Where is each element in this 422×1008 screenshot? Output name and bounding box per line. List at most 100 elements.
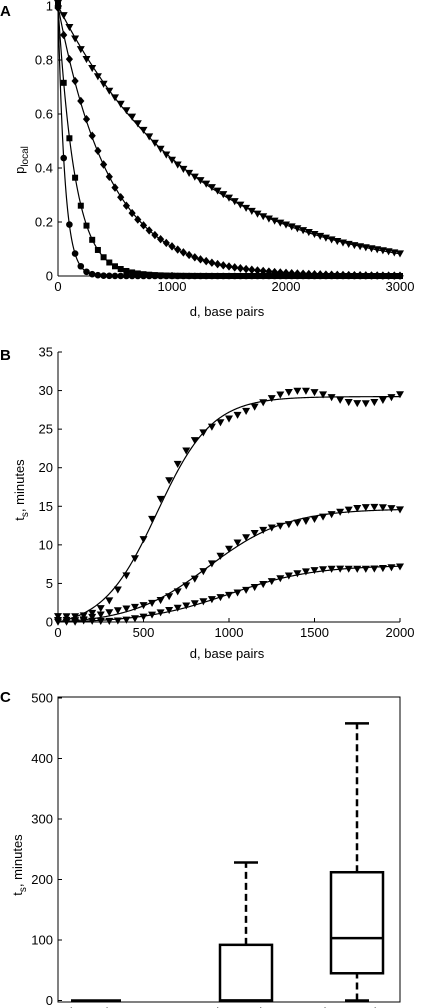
panel-a-data-point [271,267,279,277]
panel-a-data-point [82,56,91,64]
panel-a-data-point [156,145,165,153]
panel-a-data-point [254,272,261,279]
panel-b-data-point [233,589,242,597]
panel-a-data-point [76,46,85,54]
panel-a: A 0 1000 2000 3000 0 0.2 0.4 0.6 0.8 1 d, base pa… [0,0,414,319]
panel-c-y-tick-label: 500 [31,691,53,706]
panel-b-data-point [139,536,148,544]
panel-a-data-point [385,271,393,280]
panel-b-data-point [139,602,148,610]
panel-b-data-point [336,396,345,404]
panel-b-data-point [79,612,88,620]
panel-b-data-point [225,591,233,599]
panel-a-data-point [111,272,119,280]
panel-a-data-point [168,156,176,164]
panel-a-y-tick-label: 0.4 [35,161,53,176]
panel-a-data-point [174,272,181,279]
panel-a-data-point [169,272,175,279]
panel-a-data-point [231,272,238,279]
panel-a-data-point [333,270,341,280]
panel-b-y-tick-label: 35 [39,345,53,360]
panel-a-data-point [361,244,370,252]
panel-b-data-point [199,598,208,606]
panel-c-y-tick-label: 400 [31,751,53,766]
panel-a-data-point [145,226,153,235]
panel-b-data-point [199,568,208,576]
panel-a-data-point [378,247,387,255]
panel-b-data-point [267,524,276,532]
panel-a-data-point [139,221,148,230]
panel-a-data-point [202,180,211,188]
panel-a-data-point [202,256,210,266]
panel-a-data-point [248,272,255,279]
panel-b-data-point [276,391,285,399]
panel-a-data-point [225,262,233,271]
panel-a-data-point [128,208,136,218]
panel-b-data-point [344,565,353,573]
panel-c-box-1-category-label: d = 50 bps [65,1005,127,1008]
panel-a-data-point [111,183,119,192]
panel-a-data-point [322,270,330,279]
panel-a-data-point [265,267,273,276]
panel-a-data-point [106,272,113,280]
panel-b-data-point [54,616,62,625]
panel-b-data-point [370,565,379,573]
panel-b-data-point [361,400,370,408]
panel-b-data-point [113,617,122,625]
panel-a-data-point [60,30,68,40]
panel-a-data-point [345,270,353,280]
panel-a-data-point [59,12,68,20]
panel-a-data-point [282,221,290,229]
panel-a-data-point [186,272,193,279]
panel-c-y-tick-label: 300 [31,812,53,827]
panel-b-data-point [267,578,276,586]
panel-a-data-point [270,217,279,225]
panel-b-data-point [88,613,97,621]
panel-a-plot-area: 0 1000 2000 3000 0 0.2 0.4 0.6 0.8 1 [35,0,415,294]
panel-b-data-point [105,609,114,617]
panel-a-data-point [213,187,222,195]
panel-b-data-point [327,565,336,573]
panel-a-data-point [242,264,250,274]
panel-b-data-point [105,597,114,605]
panel-a-data-point [214,259,222,269]
panel-b-data-point [396,506,404,514]
panel-a-data-point [316,232,325,240]
panel-b-data-point [378,565,387,573]
panel-b-y-axis-label: ts, minutes [12,459,31,521]
panel-b-data-point [156,609,165,617]
panel-a-data-point [105,172,113,181]
panel-a-data-point [133,120,142,128]
panel-a-fit-line [57,5,400,277]
panel-b-data-point [139,613,148,621]
panel-b-data-point [319,391,328,399]
panel-b-data-point [276,575,285,583]
panel-b-data-point [165,607,174,615]
panel-a-data-point [162,238,170,248]
panel-a-data-point [146,271,153,278]
panel-a-data-point [185,250,193,260]
panel-a-data-point [94,146,102,156]
panel-b-data-point [156,597,165,605]
panel-a-data-point [122,107,131,115]
panel-a-y-tick-label: 0.6 [35,107,53,122]
panel-a-data-point [157,272,164,279]
panel-b-data-point [378,396,387,404]
panel-a-data-point [203,272,210,279]
panel-a-data-point [356,271,364,280]
panel-a-data-point [304,229,313,237]
panel-a-data-point [179,165,188,173]
panel-c-y-tick-label: 0 [46,993,53,1008]
panel-a-data-point [259,266,267,276]
panel-b-data-point [327,511,336,519]
panel-b-data-point [165,477,174,485]
panel-b-data-point [173,588,182,596]
panel-a-fit-line [57,5,401,255]
panel-a-data-point [105,87,114,95]
panel-a-data-point [116,100,125,108]
panel-a-data-point [219,261,227,270]
panel-a-data-point [276,268,284,277]
panel-a-data-point [344,240,353,248]
panel-b-y-tick-label: 10 [39,537,53,552]
panel-a-data-point [60,154,67,162]
